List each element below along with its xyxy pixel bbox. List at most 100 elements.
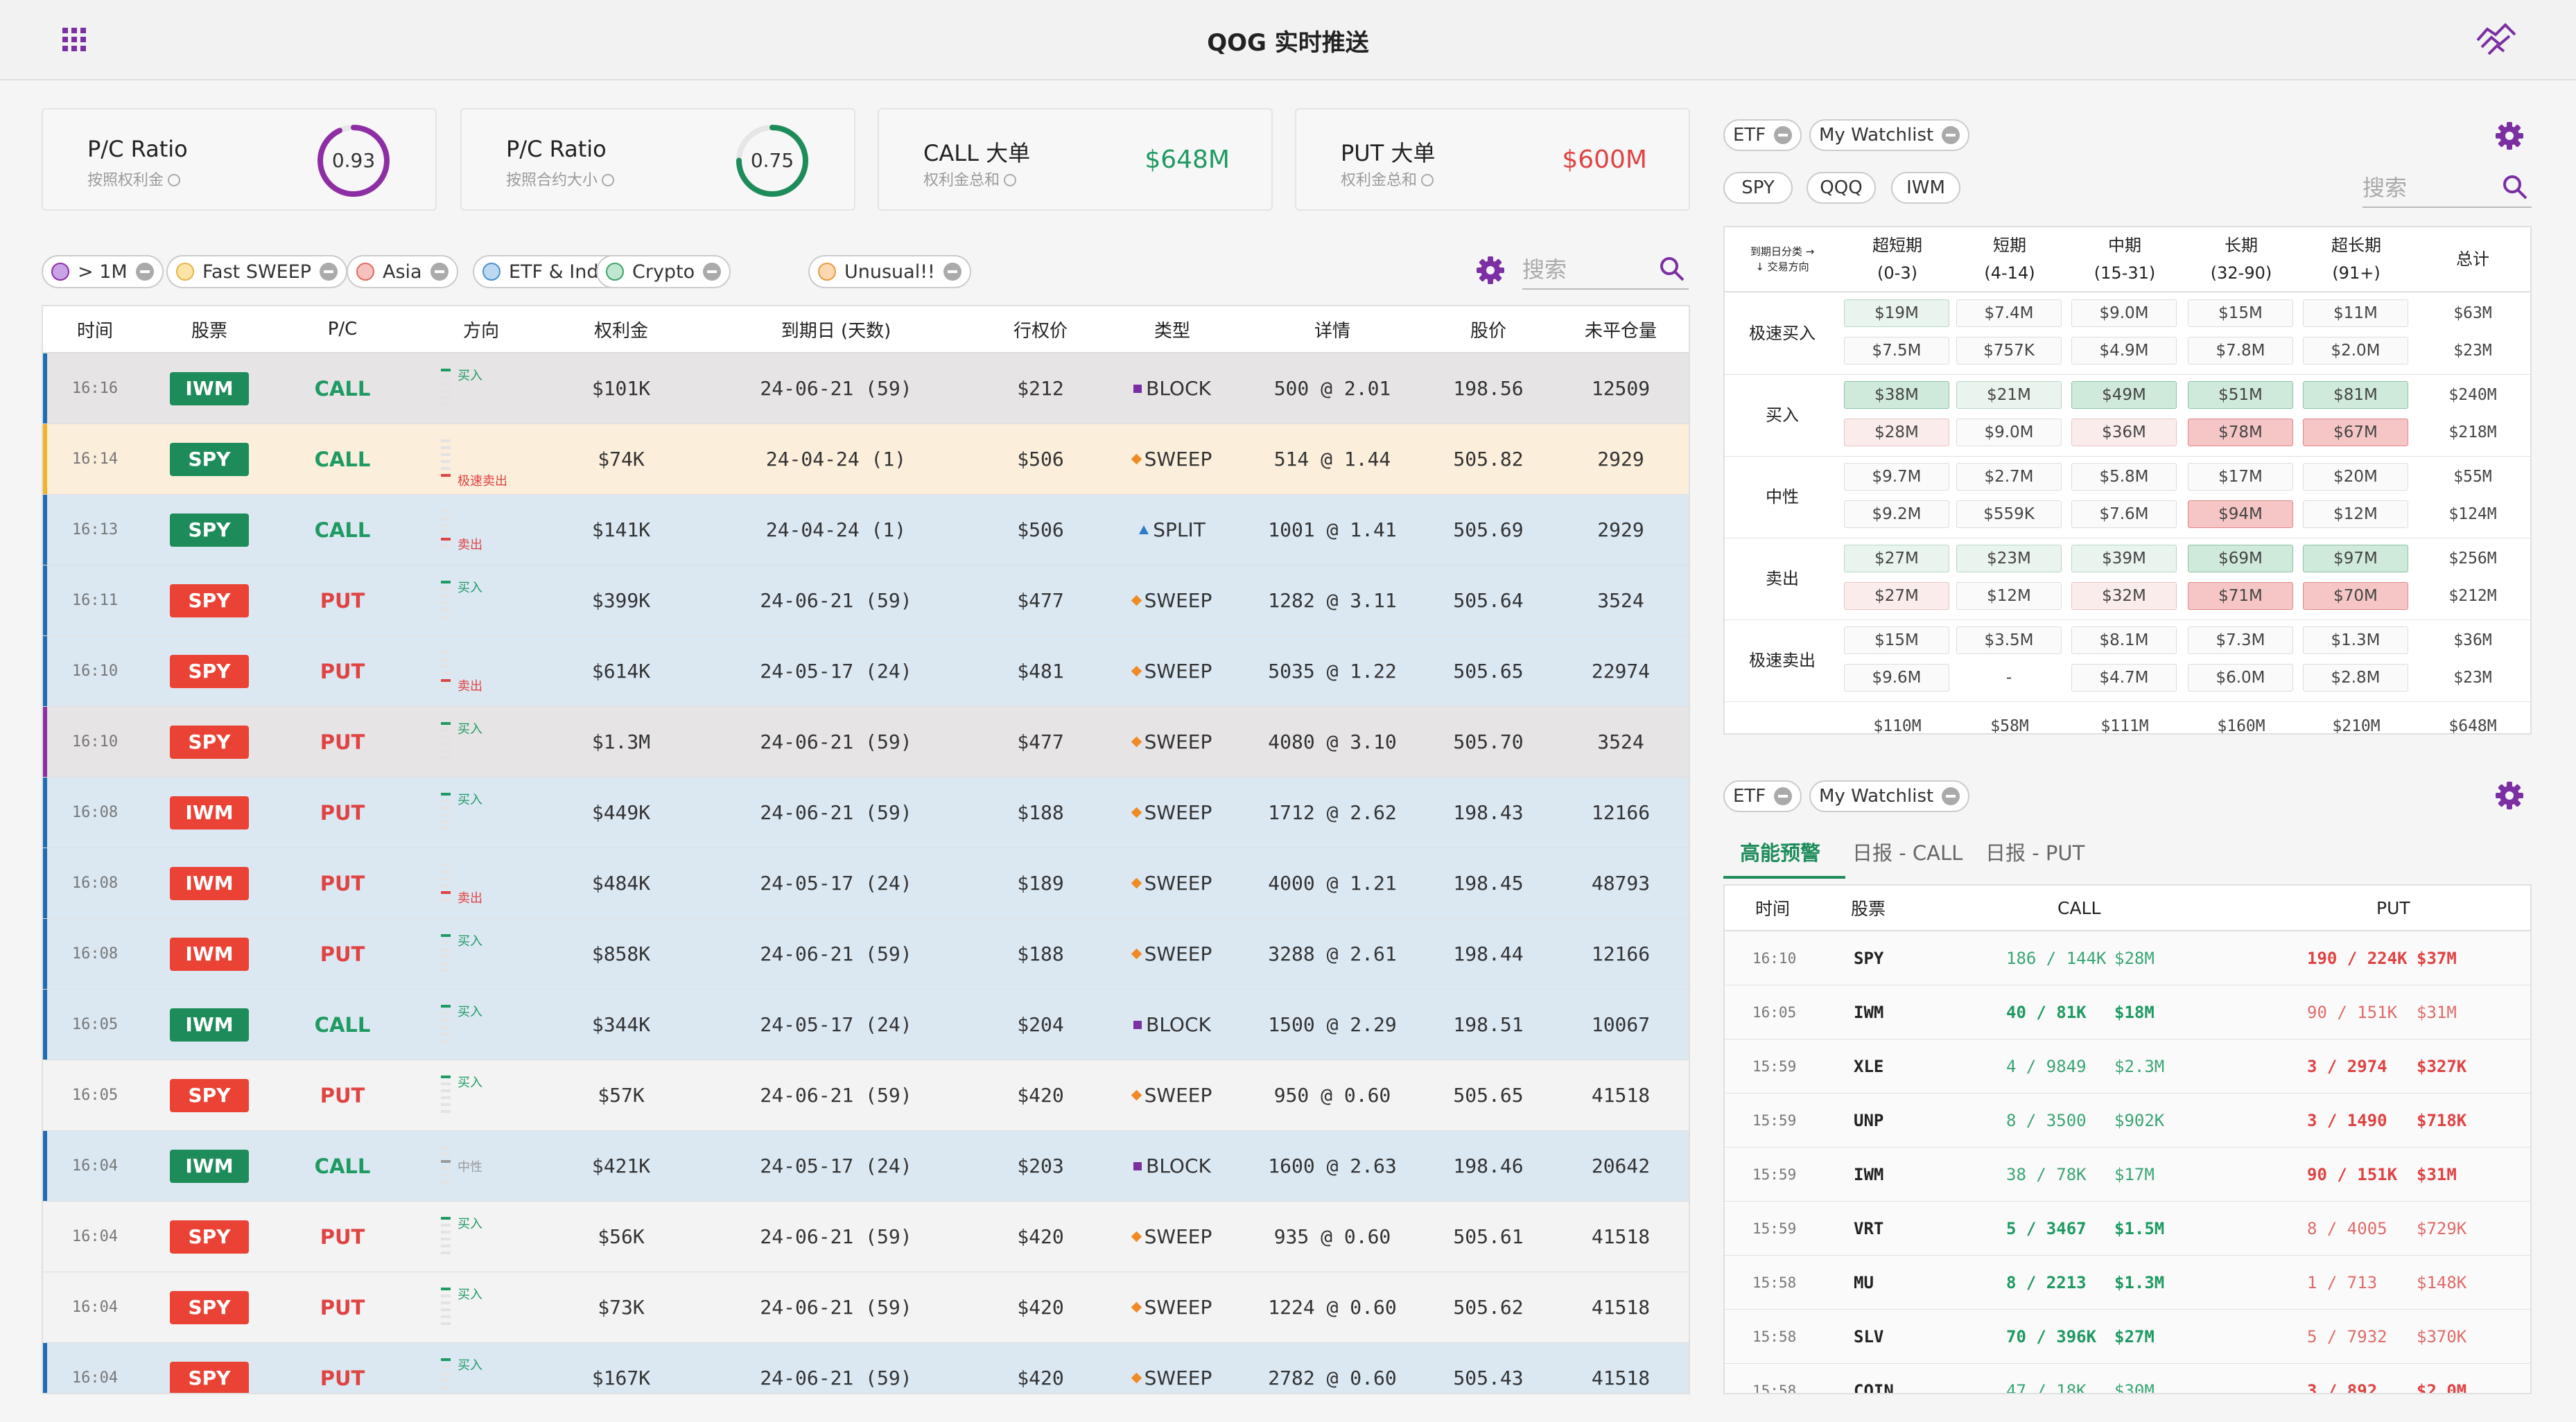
table-row[interactable]: 16:04 IWM CALL 中性 $421K 24-05-17 (24) $203 BLOC… [43,1131,1689,1202]
matrix-cell[interactable]: $9.2M [1844,500,1949,528]
remove-circle-icon[interactable] [1942,126,1960,144]
filter-chip[interactable]: IWM [1891,172,1960,204]
matrix-cell[interactable]: $67M [2303,419,2408,446]
matrix-cell[interactable]: $27M [1844,545,1949,572]
ticker-badge[interactable]: SPY [170,583,249,617]
ticker-badge[interactable]: IWM [170,1008,249,1042]
column-header[interactable]: 股票 [1851,899,1886,919]
remove-circle-icon[interactable] [430,263,449,281]
matrix-cell[interactable]: $71M [2188,582,2293,610]
ticker-badge[interactable]: SPY [170,654,249,688]
matrix-cell[interactable]: $32M [2071,582,2177,610]
help-circle-icon[interactable] [1421,174,1434,186]
matrix-cell[interactable]: - [2005,669,2012,687]
matrix-cell[interactable]: $7.4M [1956,299,2062,327]
ticker-badge[interactable]: SPY [170,1220,249,1254]
filter-chip[interactable]: Crypto [596,255,731,288]
table-row[interactable]: 15:59 XLE 4 / 9849 $2.3M 3 / 2974 $327K [1725,1039,2530,1094]
table-row[interactable]: 15:59 UNP 8 / 3500 $902K 3 / 1490 $718K [1725,1094,2530,1148]
table-row[interactable]: 16:05 SPY PUT 买入 $57K 24-06-21 (59) $420 SWEEP 9… [43,1060,1689,1131]
ticker-badge[interactable]: IWM [170,937,249,971]
matrix-cell[interactable]: $559K [1956,500,2062,528]
table-row[interactable]: 16:10 SPY PUT 卖出 $614K 24-05-17 (24) $481 SWEEP… [43,636,1689,707]
matrix-cell[interactable]: $9.7M [1844,463,1949,491]
matrix-cell[interactable]: $17M [2188,463,2293,491]
matrix-cell[interactable]: $36M [2071,419,2177,446]
matrix-column-header[interactable]: 超短期 (0-3) [1840,227,1955,291]
matrix-cell[interactable]: $7.8M [2188,337,2293,365]
filter-chip[interactable]: My Watchlist [1809,119,1970,151]
remove-circle-icon[interactable] [1774,126,1793,144]
matrix-cell[interactable]: $9.0M [1956,419,2062,446]
table-row[interactable]: 16:04 SPY PUT 买入 $73K 24-06-21 (59) $420 SWEEP 1… [43,1272,1689,1343]
table-row[interactable]: 16:11 SPY PUT 买入 $399K 24-06-21 (59) $477 SWEEP… [43,565,1689,636]
table-row[interactable]: 16:05 IWM 40 / 81K $18M 90 / 151K $31M [1725,985,2530,1039]
ticker-badge[interactable]: SPY [170,513,249,547]
column-header[interactable]: 股价 [1470,320,1506,342]
matrix-cell[interactable]: $21M [1956,381,2062,409]
matrix-cell[interactable]: $4.9M [2071,337,2177,365]
filter-chip[interactable]: Asia [347,255,458,288]
matrix-cell[interactable]: $11M [2303,299,2408,327]
column-header[interactable]: 时间 [1755,899,1791,919]
remove-circle-icon[interactable] [943,263,961,281]
tab-daily-put[interactable]: 日报 - PUT [1985,841,2085,865]
filter-chip[interactable]: ETF [1723,780,1802,812]
gear-icon[interactable] [2494,780,2525,811]
help-circle-icon[interactable] [1004,174,1017,186]
ticker-badge[interactable]: IWM [170,371,249,405]
matrix-cell[interactable]: $2.8M [2303,664,2408,692]
matrix-column-header[interactable]: 总计 [2415,227,2530,291]
matrix-cell[interactable]: $2.0M [2303,337,2408,365]
matrix-column-header[interactable]: 超长期 (91+) [2299,227,2414,291]
column-header[interactable]: 股票 [191,320,227,342]
table-row[interactable]: 15:59 VRT 5 / 3467 $1.5M 8 / 4005 $729K [1725,1202,2530,1256]
matrix-cell[interactable]: $7.5M [1844,337,1949,365]
remove-circle-icon[interactable] [703,263,722,281]
apps-grid-icon[interactable] [62,28,86,51]
tab-alerts[interactable]: 高能预警 [1740,841,1821,865]
matrix-column-header[interactable]: 长期 (32-90) [2184,227,2299,291]
matrix-cell[interactable]: $23M [1956,545,2062,572]
column-header[interactable]: 详情 [1314,320,1350,342]
table-row[interactable]: 15:58 SLV 70 / 396K $27M 5 / 7932 $370K [1725,1310,2530,1364]
table-row[interactable]: 16:08 IWM PUT 买入 $858K 24-06-21 (59) $188 SWEEP… [43,919,1689,990]
matrix-cell[interactable]: $15M [2188,299,2293,327]
matrix-cell[interactable]: $51M [2188,381,2293,409]
column-header[interactable]: PUT [2376,897,2410,918]
ticker-badge[interactable]: SPY [170,1290,249,1324]
matrix-cell[interactable]: $7.3M [2188,626,2293,654]
matrix-cell[interactable]: $8.1M [2071,626,2177,654]
column-header[interactable]: 到期日 (天数) [781,320,891,342]
matrix-cell[interactable]: $12M [1956,582,2062,610]
filter-chip[interactable]: ETF [1723,119,1802,151]
table-row[interactable]: 16:08 IWM PUT 买入 $449K 24-06-21 (59) $188 SWEEP… [43,778,1689,848]
remove-circle-icon[interactable] [1774,787,1793,805]
matrix-cell[interactable]: $4.7M [2071,664,2177,692]
matrix-cell[interactable]: $9.0M [2071,299,2177,327]
matrix-cell[interactable]: $19M [1844,299,1949,327]
ticker-badge[interactable]: SPY [170,442,249,476]
matrix-cell[interactable]: $6.0M [2188,664,2293,692]
ticker-badge[interactable]: SPY [170,1361,249,1393]
matrix-cell[interactable]: $12M [2303,500,2408,528]
matrix-column-header[interactable]: 中期 (15-31) [2067,227,2182,291]
gear-icon[interactable] [2494,121,2525,151]
search-icon[interactable] [2501,173,2529,201]
filter-chip[interactable]: QQQ [1807,172,1876,204]
column-header[interactable]: 行权价 [1013,320,1068,342]
table-row[interactable]: 16:05 IWM CALL 买入 $344K 24-05-17 (24) $204 BLOC… [43,990,1689,1060]
column-header[interactable]: 时间 [76,320,113,342]
ticker-badge[interactable]: SPY [170,725,249,759]
matrix-cell[interactable]: $97M [2303,545,2408,572]
matrix-cell[interactable]: $39M [2071,545,2177,572]
matrix-cell[interactable]: $70M [2303,582,2408,610]
remove-circle-icon[interactable] [135,263,154,281]
matrix-cell[interactable]: $69M [2188,545,2293,572]
matrix-cell[interactable]: $757K [1956,337,2062,365]
filter-chip[interactable]: My Watchlist [1809,780,1970,812]
filter-chip[interactable]: > 1M [42,255,164,288]
column-header[interactable]: P/C [327,319,358,340]
matrix-cell[interactable]: $81M [2303,381,2408,409]
matrix-cell[interactable]: $2.7M [1956,463,2062,491]
